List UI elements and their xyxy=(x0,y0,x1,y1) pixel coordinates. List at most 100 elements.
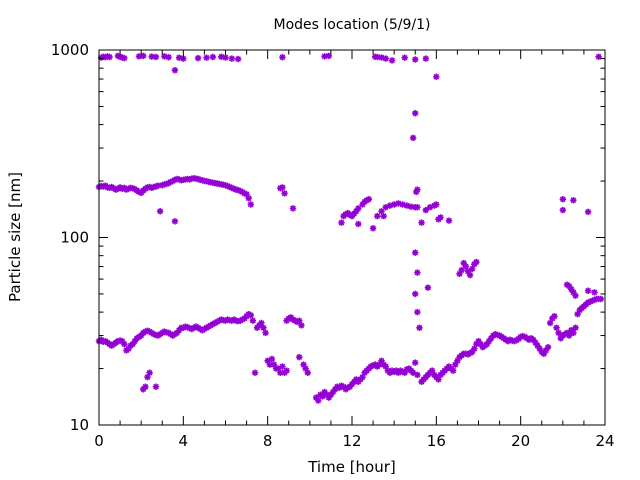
data-point xyxy=(458,266,465,274)
data-point xyxy=(304,369,311,376)
data-point xyxy=(414,308,421,316)
data-point xyxy=(140,52,147,60)
data-point xyxy=(572,324,579,331)
data-point xyxy=(251,369,259,376)
data-point xyxy=(572,292,579,299)
data-point xyxy=(194,54,202,62)
data-point xyxy=(433,201,440,208)
data-point xyxy=(296,353,303,361)
x-tick-label: 20 xyxy=(511,432,530,450)
data-point xyxy=(249,317,257,324)
x-tick-label: 8 xyxy=(263,432,273,450)
chart-title: Modes location (5/9/1) xyxy=(274,17,431,33)
x-tick-label: 0 xyxy=(94,432,104,450)
data-point xyxy=(374,53,381,61)
data-point xyxy=(135,53,143,60)
x-tick-label: 12 xyxy=(342,432,361,450)
data-point xyxy=(422,55,429,62)
data-point xyxy=(584,287,592,294)
data-point xyxy=(142,383,149,390)
data-point xyxy=(412,249,419,256)
data-point xyxy=(279,184,286,191)
data-point xyxy=(559,206,567,214)
data-point xyxy=(591,289,598,296)
y-tick-label: 1000 xyxy=(51,41,89,59)
data-point xyxy=(165,54,172,61)
data-point xyxy=(171,218,179,225)
data-point xyxy=(374,212,381,220)
data-point xyxy=(262,329,269,337)
data-point xyxy=(401,54,408,61)
data-point xyxy=(565,282,573,290)
data-point xyxy=(289,205,297,212)
data-point xyxy=(378,208,385,215)
data-point xyxy=(412,290,419,298)
data-point xyxy=(565,332,573,339)
data-point xyxy=(409,134,417,142)
data-point xyxy=(315,397,322,404)
data-point xyxy=(553,324,560,331)
data-point xyxy=(283,367,290,374)
data-point xyxy=(171,67,179,74)
data-point xyxy=(595,53,602,60)
data-point xyxy=(450,367,457,374)
data-point xyxy=(369,225,377,232)
data-point xyxy=(382,55,389,62)
y-axis-label: Particle size [nm] xyxy=(6,172,24,302)
data-point xyxy=(228,55,236,62)
data-point xyxy=(597,295,604,303)
data-point xyxy=(473,258,480,266)
data-point xyxy=(106,53,113,61)
x-tick-label: 4 xyxy=(179,432,189,450)
data-point xyxy=(365,196,373,203)
data-point xyxy=(422,206,429,214)
data-point xyxy=(121,340,128,348)
data-point xyxy=(355,220,362,228)
data-points xyxy=(95,52,604,404)
data-point xyxy=(435,216,442,223)
data-point xyxy=(544,343,552,351)
data-point xyxy=(338,219,345,226)
axis-ticks xyxy=(98,49,606,426)
data-point xyxy=(266,361,273,368)
data-point xyxy=(412,56,419,63)
data-point xyxy=(414,204,421,211)
data-point xyxy=(570,329,577,337)
data-point xyxy=(222,54,229,61)
data-point xyxy=(414,371,421,379)
data-point xyxy=(388,57,396,64)
data-point xyxy=(424,284,432,291)
x-tick-label: 16 xyxy=(427,432,446,450)
data-point xyxy=(559,196,567,203)
data-point xyxy=(152,53,160,61)
data-point xyxy=(380,212,387,220)
tick-labels: 0 4 8 12 16 20 24 10 100 1000 xyxy=(51,41,615,450)
data-point xyxy=(268,355,276,363)
y-tick-label: 100 xyxy=(60,229,89,247)
data-point xyxy=(152,383,160,390)
data-point xyxy=(412,359,419,366)
data-point xyxy=(462,263,470,270)
data-point xyxy=(245,195,252,202)
data-point xyxy=(156,208,164,215)
data-point xyxy=(325,52,333,60)
data-point xyxy=(416,324,423,331)
data-point xyxy=(281,190,288,197)
data-point xyxy=(414,269,421,276)
data-point xyxy=(279,54,286,61)
data-point xyxy=(412,110,419,117)
data-point xyxy=(258,319,265,327)
data-point xyxy=(413,188,420,196)
data-point xyxy=(121,54,128,62)
data-point xyxy=(173,329,181,337)
data-point xyxy=(570,197,577,204)
data-point xyxy=(433,73,440,80)
x-axis-label: Time [hour] xyxy=(307,458,396,476)
data-point xyxy=(209,53,217,61)
data-point xyxy=(584,208,592,216)
data-point xyxy=(260,324,267,331)
data-point xyxy=(234,55,242,63)
data-point xyxy=(247,312,254,319)
plot-frame xyxy=(98,49,606,426)
